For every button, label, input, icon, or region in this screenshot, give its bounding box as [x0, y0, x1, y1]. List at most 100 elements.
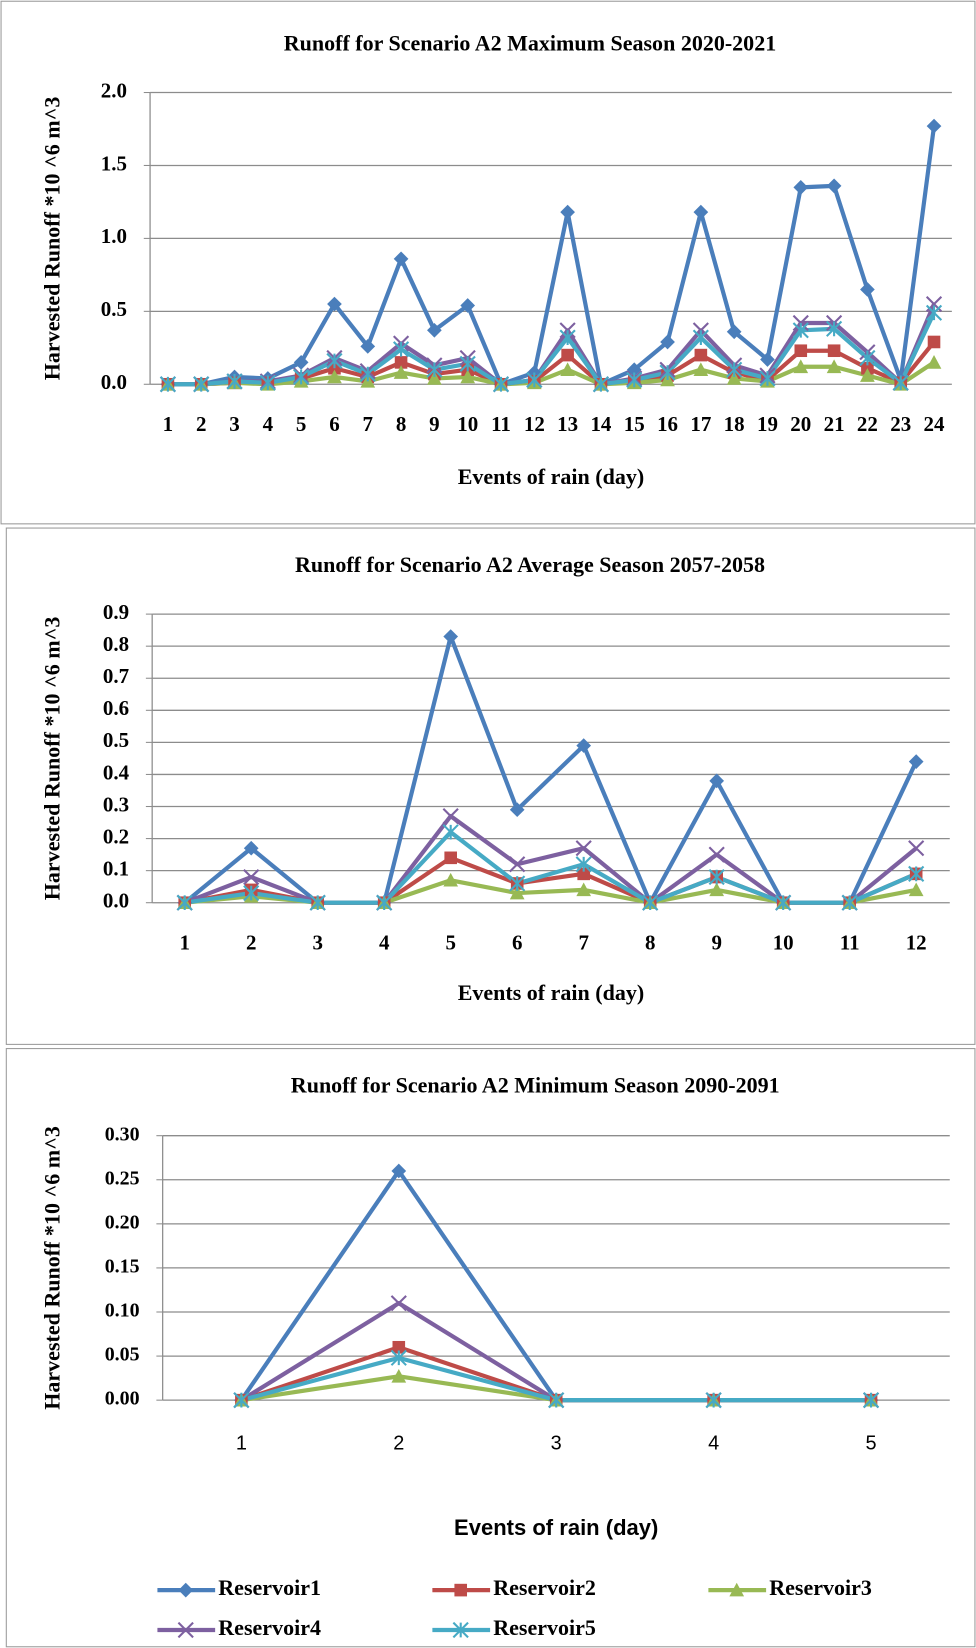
y-tick-label: 0.25	[105, 1167, 140, 1189]
y-tick-label: 1.0	[101, 224, 127, 248]
data-point	[560, 362, 575, 376]
x-tick-label: 19	[757, 412, 778, 436]
data-point	[492, 376, 510, 393]
data-point	[926, 118, 942, 134]
data-point	[759, 370, 776, 387]
data-point	[576, 738, 592, 753]
x-tick-label: 1	[163, 412, 173, 436]
data-point	[442, 824, 459, 841]
data-point	[826, 359, 842, 374]
chart-title: Runoff for Scenario A2 Maximum Season 20…	[284, 30, 777, 55]
x-tick-label: 5	[866, 1432, 877, 1454]
data-point	[709, 773, 725, 789]
data-point	[159, 376, 177, 393]
y-tick-label: 0.5	[103, 728, 129, 752]
legend-marker	[178, 1582, 194, 1598]
data-point	[709, 882, 725, 897]
data-point	[391, 1163, 407, 1179]
data-point	[826, 178, 842, 194]
data-point	[693, 362, 709, 376]
data-point	[660, 334, 675, 350]
data-point	[561, 348, 574, 362]
data-point	[509, 802, 525, 818]
data-point	[359, 365, 376, 383]
x-tick-label: 4	[708, 1432, 719, 1454]
data-point	[392, 341, 410, 358]
data-point	[427, 322, 442, 338]
x-tick-label: 4	[379, 931, 390, 955]
data-point	[827, 344, 841, 358]
data-point	[793, 359, 809, 374]
data-point	[760, 352, 775, 367]
data-point	[694, 348, 708, 362]
x-tick-label: 12	[524, 412, 545, 436]
data-point	[226, 373, 243, 390]
data-point	[560, 204, 575, 220]
y-axis-title: Harvested Runoff *10 ^6 m^3	[40, 617, 65, 901]
y-tick-label: 0.05	[105, 1344, 140, 1366]
data-point	[426, 361, 443, 378]
data-point	[926, 355, 942, 369]
y-tick-label: 0.5	[101, 297, 127, 321]
data-point	[376, 894, 393, 911]
x-tick-label: 3	[551, 1432, 562, 1454]
data-point	[327, 296, 342, 312]
x-tick-label: 21	[824, 412, 845, 436]
data-point	[243, 840, 259, 856]
x-tick-label: 8	[645, 931, 655, 955]
y-tick-label: 0.8	[103, 632, 129, 656]
x-tick-label: 24	[924, 412, 945, 436]
legend-label: Reservoir5	[493, 1615, 596, 1640]
data-point	[393, 251, 409, 267]
data-point	[794, 344, 808, 358]
y-tick-label: 0.3	[103, 792, 129, 816]
data-point	[233, 1392, 250, 1409]
data-point	[908, 754, 924, 769]
data-point	[390, 1295, 407, 1312]
data-point	[327, 369, 342, 384]
y-tick-label: 0.1	[103, 856, 129, 880]
data-point	[390, 1349, 407, 1366]
x-axis-title: Events of rain (day)	[458, 464, 645, 489]
data-point	[442, 808, 459, 825]
x-tick-label: 14	[590, 412, 611, 436]
data-point	[908, 882, 924, 897]
y-tick-label: 0.0	[101, 370, 127, 394]
y-tick-label: 0.0	[103, 889, 129, 913]
y-tick-label: 0.9	[103, 600, 129, 624]
data-point	[925, 304, 943, 321]
data-point	[575, 840, 592, 857]
y-tick-label: 0.20	[105, 1211, 140, 1233]
panel-border	[5, 527, 976, 1045]
data-point	[243, 868, 260, 886]
series-line	[167, 125, 937, 387]
data-point	[775, 894, 792, 911]
data-point	[193, 376, 210, 393]
data-point	[176, 894, 193, 911]
x-tick-label: 6	[329, 412, 339, 436]
data-point	[393, 365, 409, 379]
x-tick-label: 1	[179, 931, 189, 955]
data-point	[293, 355, 309, 370]
data-point	[726, 324, 742, 340]
data-point	[693, 204, 709, 220]
y-axis-title: Harvested Runoff *10 ^6 m^3	[40, 1126, 65, 1410]
data-point	[509, 856, 526, 873]
data-point	[391, 1369, 407, 1383]
data-point	[626, 371, 643, 388]
y-tick-label: 0.15	[105, 1256, 140, 1278]
legend-label: Reservoir4	[218, 1615, 321, 1640]
x-tick-label: 5	[296, 412, 306, 436]
data-point	[509, 875, 526, 892]
x-tick-label: 6	[512, 931, 522, 955]
x-tick-label: 15	[624, 412, 645, 436]
x-tick-label: 10	[773, 931, 794, 955]
x-tick-label: 23	[890, 412, 911, 436]
data-point	[726, 371, 742, 385]
data-point	[862, 1392, 880, 1409]
data-point	[559, 329, 576, 346]
data-point	[642, 894, 659, 911]
data-point	[892, 374, 909, 391]
